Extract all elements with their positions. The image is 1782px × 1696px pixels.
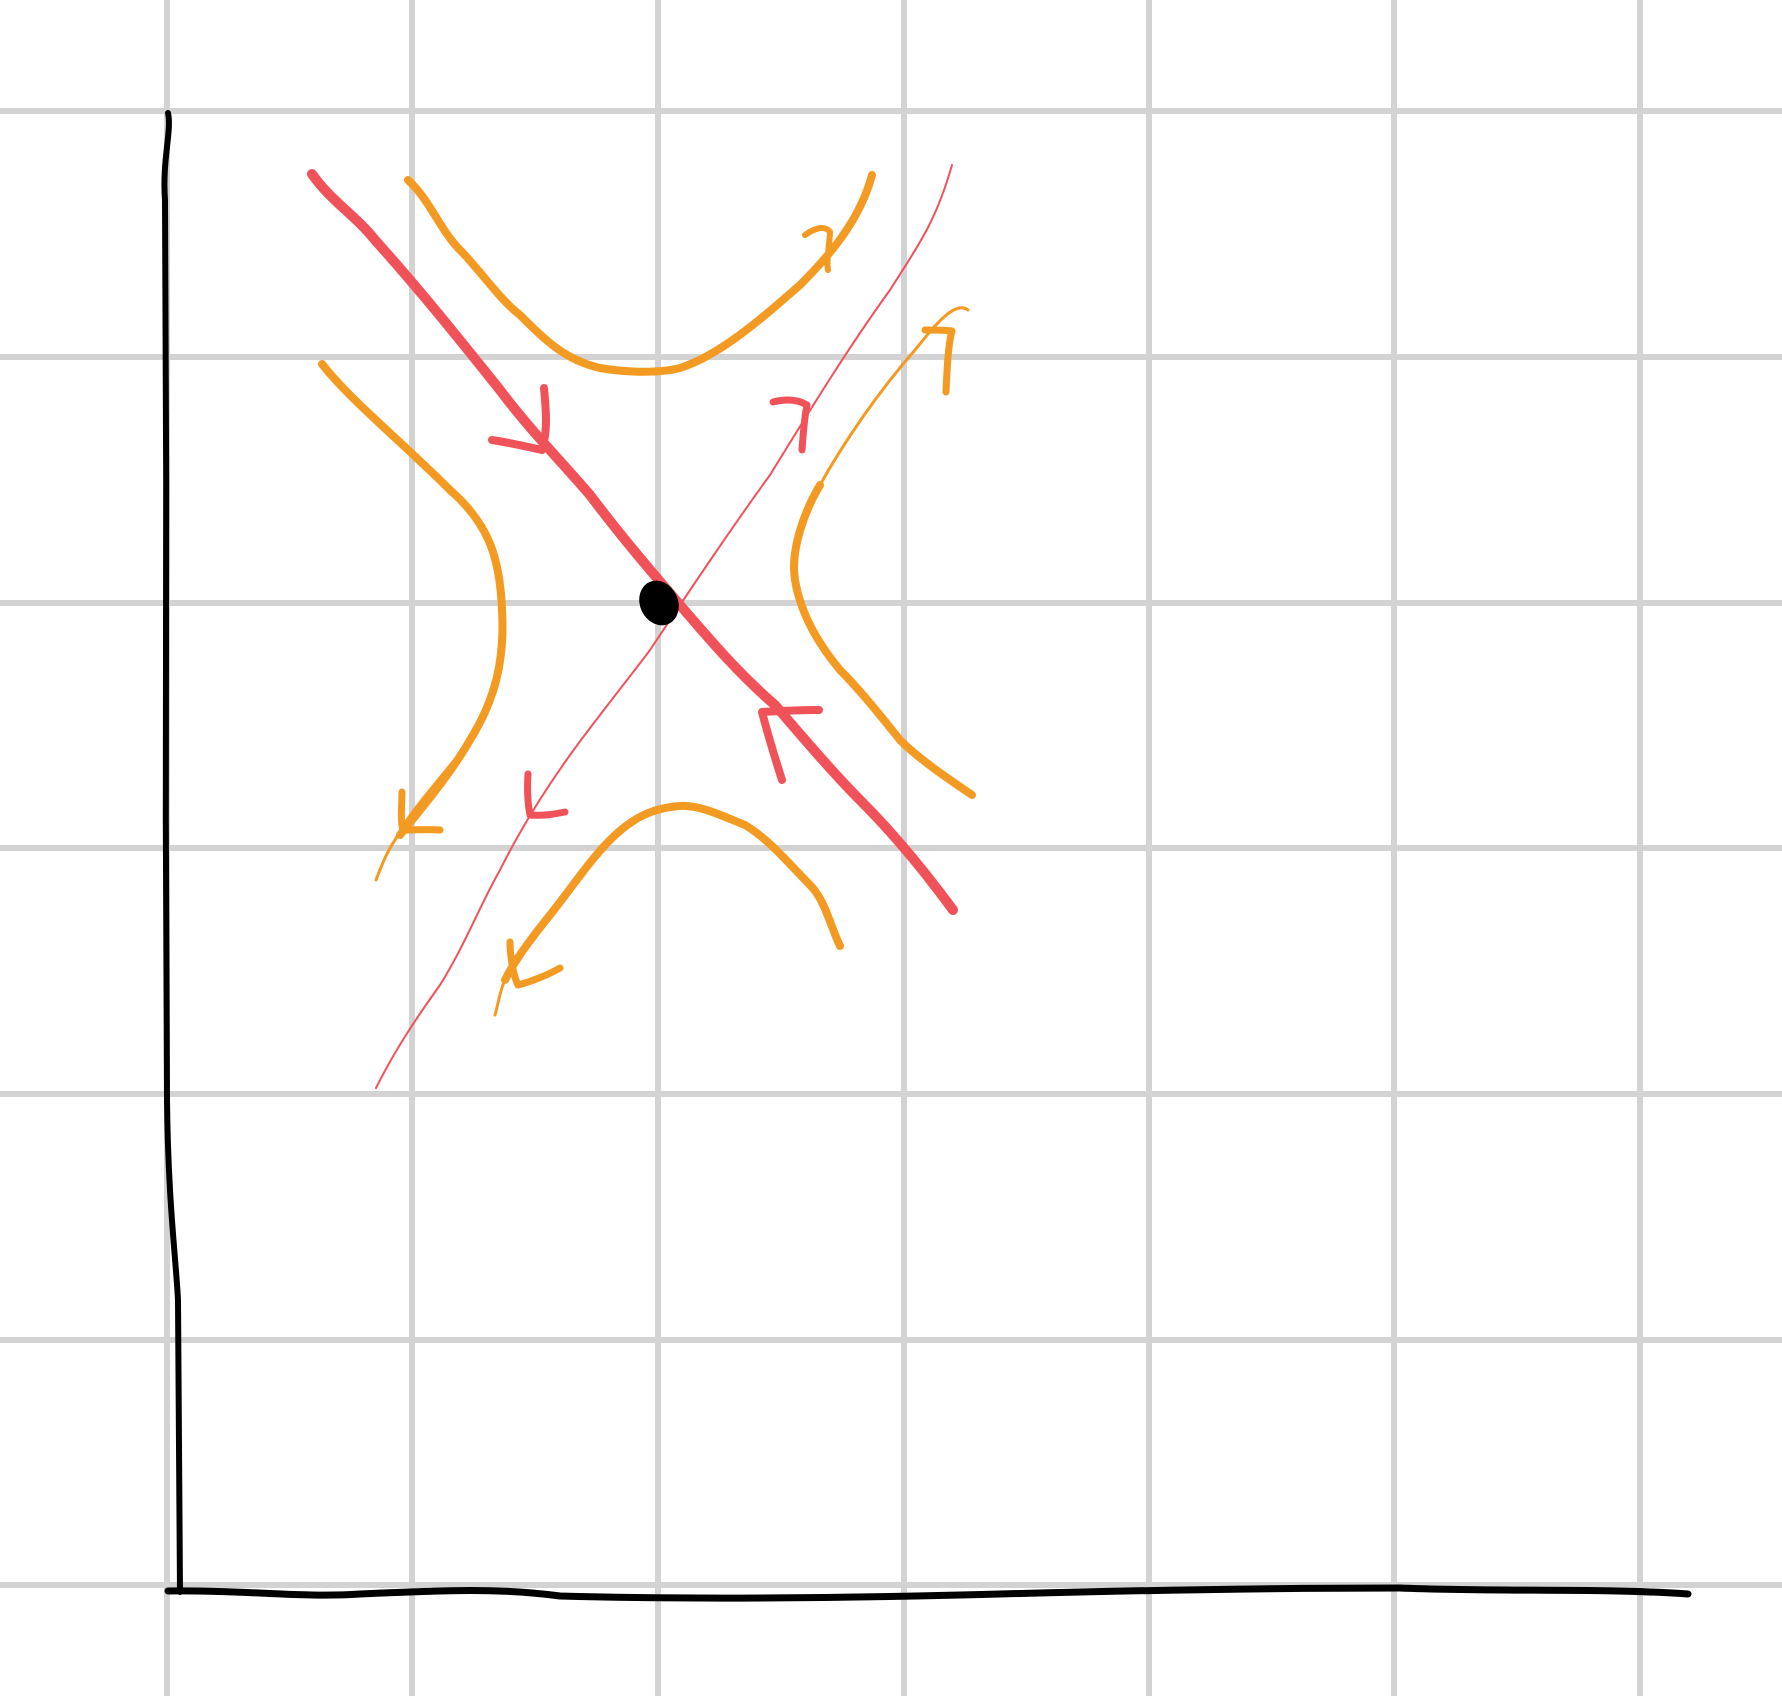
y-axis (161, 110, 183, 1595)
trajectory-right-tail (818, 306, 970, 487)
trajectory-right (790, 481, 976, 799)
eigen-directions (307, 164, 958, 1089)
trajectories (318, 171, 976, 1017)
trajectory-right-arrowhead (921, 326, 956, 396)
trajectory-bottom (501, 801, 844, 984)
stable-manifold-arrowhead-upper (488, 384, 550, 454)
stable-manifold-arrowhead-lower (758, 706, 823, 784)
trajectory-bottom-arrowhead (506, 938, 564, 989)
axes (161, 110, 1692, 1602)
unstable-manifold-arrowhead-lower (524, 770, 569, 819)
saddle-point (639, 580, 679, 626)
unstable-manifold (375, 164, 953, 1089)
x-axis (164, 1584, 1692, 1602)
trajectory-bottom-tail (493, 978, 507, 1017)
trajectory-left-tail (374, 738, 472, 882)
trajectory-top-arrowhead (802, 225, 833, 273)
trajectory-left (318, 360, 507, 839)
unstable-manifold-arrowhead-upper (769, 396, 811, 454)
trajectory-top (404, 171, 876, 376)
stable-manifold (307, 169, 958, 915)
trajectory-left-arrowhead (397, 788, 444, 834)
